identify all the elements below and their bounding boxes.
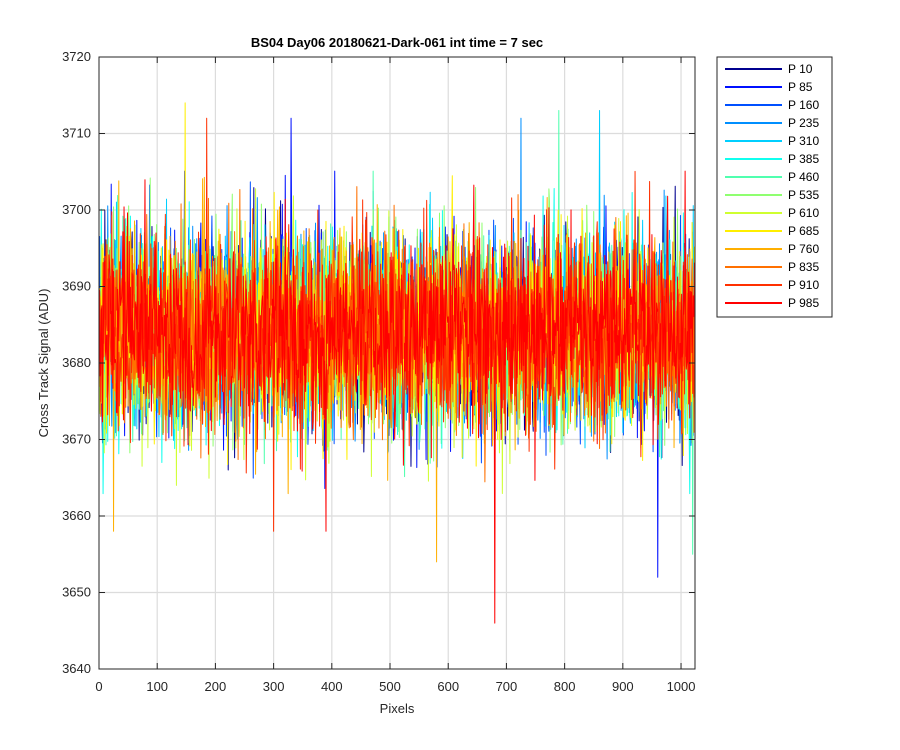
legend-label: P 310 <box>788 134 819 148</box>
x-tick-label: 600 <box>437 679 459 694</box>
y-tick-label: 3710 <box>62 126 91 141</box>
y-tick-label: 3670 <box>62 432 91 447</box>
x-tick-label: 800 <box>554 679 576 694</box>
legend-label: P 685 <box>788 224 819 238</box>
x-tick-label: 900 <box>612 679 634 694</box>
x-tick-label: 300 <box>263 679 285 694</box>
x-tick-label: 400 <box>321 679 343 694</box>
plot-area <box>99 102 695 624</box>
legend-label: P 610 <box>788 206 819 220</box>
legend-label: P 760 <box>788 242 819 256</box>
y-tick-label: 3650 <box>62 585 91 600</box>
x-tick-label: 100 <box>146 679 168 694</box>
y-tick-label: 3720 <box>62 49 91 64</box>
legend-label: P 235 <box>788 116 819 130</box>
y-tick-label: 3680 <box>62 355 91 370</box>
legend-label: P 85 <box>788 80 813 94</box>
y-tick-label: 3690 <box>62 279 91 294</box>
x-tick-label: 1000 <box>667 679 696 694</box>
y-tick-label: 3640 <box>62 661 91 676</box>
legend-label: P 385 <box>788 152 819 166</box>
legend-label: P 10 <box>788 62 813 76</box>
y-axis-label: Cross Track Signal (ADU) <box>36 289 51 438</box>
legend-label: P 985 <box>788 296 819 310</box>
legend-label: P 160 <box>788 98 819 112</box>
x-tick-label: 200 <box>205 679 227 694</box>
chart-title: BS04 Day06 20180621-Dark-061 int time = … <box>251 35 543 50</box>
legend-label: P 460 <box>788 170 819 184</box>
y-tick-label: 3700 <box>62 202 91 217</box>
legend-box <box>716 56 833 318</box>
x-axis-label: Pixels <box>380 701 415 716</box>
legend-label: P 535 <box>788 188 819 202</box>
axis-ticks: 0 100 200 300 400 500 600 700 800 900 1000 3640 3650… <box>62 49 695 694</box>
x-tick-label: 700 <box>496 679 518 694</box>
legend-label: P 910 <box>788 278 819 292</box>
y-tick-label: 3660 <box>62 508 91 523</box>
x-tick-label: 500 <box>379 679 401 694</box>
legend: P 10 P 85 P 160 P 235 P 310 P 385 P 460 P 535 P … <box>716 56 833 318</box>
legend-label: P 835 <box>788 260 819 274</box>
series-line <box>99 170 695 624</box>
x-tick-label: 0 <box>95 679 102 694</box>
